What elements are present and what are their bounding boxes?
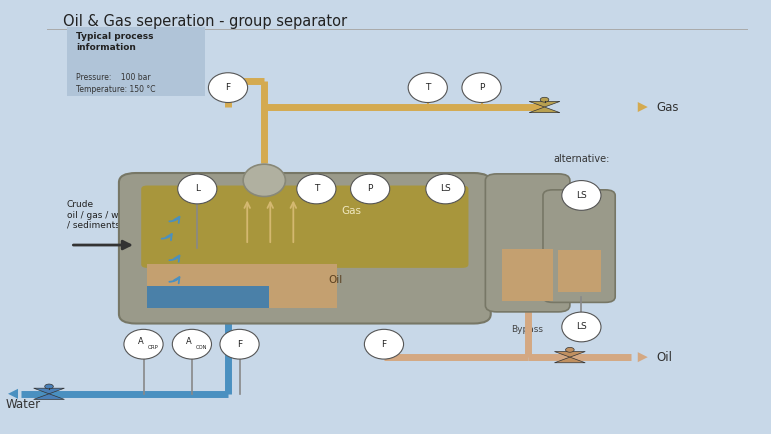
Polygon shape: [554, 352, 585, 357]
Text: P: P: [479, 83, 484, 92]
Text: L: L: [195, 184, 200, 194]
Circle shape: [566, 347, 574, 352]
Text: Oil & Gas seperation - group separator: Oil & Gas seperation - group separator: [63, 14, 347, 30]
Text: Gas: Gas: [341, 206, 361, 216]
Text: Bypass: Bypass: [512, 325, 544, 334]
Text: Oil: Oil: [328, 275, 342, 285]
Text: Water: Water: [5, 398, 40, 411]
Ellipse shape: [426, 174, 465, 204]
FancyBboxPatch shape: [119, 173, 491, 323]
Ellipse shape: [177, 174, 217, 204]
FancyBboxPatch shape: [141, 185, 469, 268]
Polygon shape: [554, 357, 585, 363]
Text: A: A: [137, 337, 143, 346]
Text: LS: LS: [576, 191, 587, 200]
Polygon shape: [34, 388, 65, 394]
Text: Pressure:    100 bar: Pressure: 100 bar: [76, 72, 150, 82]
Text: F: F: [225, 83, 231, 92]
Text: Oil: Oil: [656, 351, 672, 364]
Ellipse shape: [172, 329, 211, 359]
Ellipse shape: [124, 329, 163, 359]
Text: alternative:: alternative:: [553, 154, 609, 164]
Polygon shape: [34, 394, 65, 399]
Polygon shape: [529, 107, 560, 113]
Bar: [502, 249, 553, 301]
Circle shape: [540, 97, 549, 102]
Text: Typical process
information: Typical process information: [76, 33, 153, 52]
Ellipse shape: [408, 73, 447, 102]
Ellipse shape: [351, 174, 389, 204]
Ellipse shape: [562, 181, 601, 210]
Text: LS: LS: [576, 322, 587, 332]
FancyBboxPatch shape: [66, 27, 205, 96]
Text: LS: LS: [440, 184, 451, 194]
Ellipse shape: [208, 73, 247, 102]
Bar: [557, 250, 601, 293]
Ellipse shape: [243, 164, 285, 197]
Text: A: A: [186, 337, 192, 346]
Text: CON: CON: [196, 345, 207, 350]
Ellipse shape: [562, 312, 601, 342]
Ellipse shape: [220, 329, 259, 359]
Text: T: T: [425, 83, 430, 92]
Text: Temperature: 150 °C: Temperature: 150 °C: [76, 85, 156, 95]
Text: ORP: ORP: [148, 345, 159, 350]
Bar: [147, 286, 269, 308]
Text: Crude
oil / gas / water
/ sediments: Crude oil / gas / water / sediments: [66, 200, 136, 230]
Bar: [147, 264, 337, 308]
Ellipse shape: [297, 174, 336, 204]
Text: Gas: Gas: [656, 101, 678, 114]
Text: F: F: [237, 340, 242, 349]
Text: P: P: [368, 184, 373, 194]
Text: F: F: [382, 340, 386, 349]
Polygon shape: [529, 102, 560, 107]
Ellipse shape: [462, 73, 501, 102]
Ellipse shape: [365, 329, 403, 359]
Text: T: T: [314, 184, 319, 194]
FancyBboxPatch shape: [486, 174, 570, 312]
Circle shape: [45, 384, 53, 389]
FancyBboxPatch shape: [543, 190, 615, 302]
